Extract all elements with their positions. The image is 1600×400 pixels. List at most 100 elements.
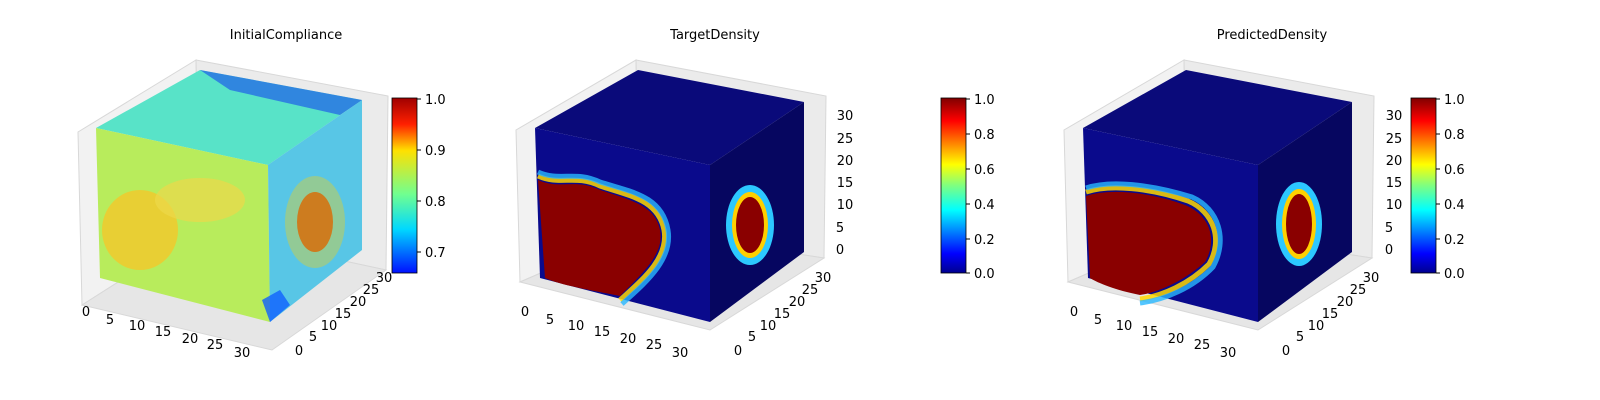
cool-edge	[200, 70, 362, 115]
x-tick-labels: 0 5 10 15 20 25 30	[82, 305, 250, 361]
density-blob-side	[736, 197, 764, 253]
x-tick-label: 15	[594, 325, 611, 340]
z-tick-label: 0	[836, 243, 844, 258]
cool-corner	[262, 290, 290, 322]
hotspot-side	[297, 192, 333, 252]
colorbar-ticks: 1.0 0.9 0.8 0.7	[417, 93, 446, 261]
chart-title: TargetDensity	[669, 28, 760, 43]
chart-title: InitialCompliance	[230, 28, 343, 43]
hotspot-front-2	[155, 178, 245, 222]
colorbar-tick-label: 0.7	[425, 246, 446, 261]
colorbar-tick-label: 1.0	[1444, 93, 1465, 108]
y-tick-labels: 0 5 10 15 20 25 30	[295, 271, 392, 359]
z-tick-label: 0	[1385, 243, 1393, 258]
x-tick-label: 30	[1220, 346, 1237, 361]
colorbar-ticks: 1.0 0.8 0.6 0.4 0.2 0.0	[966, 93, 995, 282]
z-tick-labels: 0 5 10 15 20 25 30	[1385, 109, 1402, 258]
y-tick-label: 30	[1363, 271, 1380, 286]
z-tick-label: 5	[1385, 221, 1393, 236]
y-tick-label: 25	[1350, 283, 1367, 298]
x-tick-label: 30	[234, 346, 251, 361]
x-tick-label: 20	[1168, 332, 1185, 347]
cube-front-face	[96, 128, 270, 322]
x-tick-label: 30	[672, 346, 689, 361]
z-tick-label: 5	[836, 221, 844, 236]
z-tick-label: 20	[837, 154, 854, 169]
cube-top-face	[535, 70, 804, 165]
y-tick-label: 10	[1308, 319, 1325, 334]
z-tick-label: 10	[1386, 198, 1403, 213]
x-tick-label: 25	[646, 338, 663, 353]
colorbar-tick-label: 0.2	[1444, 233, 1465, 248]
colorbar-tick-label: 1.0	[974, 93, 995, 108]
colorbar-tick-label: 0.8	[425, 195, 446, 210]
colorbar	[391, 97, 418, 274]
y-tick-label: 5	[309, 330, 317, 345]
density-blob-front-halo	[1085, 185, 1219, 302]
z-tick-label: 25	[1386, 132, 1403, 147]
colorbar	[1410, 97, 1437, 274]
panel-predicted-density: PredictedDensity 0 5 10 15 20 25 30 0 5 …	[1063, 28, 1465, 361]
x-tick-label: 20	[182, 332, 199, 347]
x-tick-label: 0	[521, 305, 529, 320]
density-blob-side	[1286, 194, 1312, 254]
x-tick-labels: 0 5 10 15 20 25 30	[1070, 305, 1236, 361]
x-tick-label: 15	[155, 325, 172, 340]
x-tick-label: 5	[546, 313, 554, 328]
y-tick-label: 20	[1337, 295, 1354, 310]
hotspot-side-halo	[285, 176, 345, 268]
y-tick-label: 25	[363, 283, 380, 298]
colorbar-tick-label: 0.8	[974, 128, 995, 143]
y-tick-label: 25	[802, 283, 819, 298]
y-tick-label: 0	[734, 344, 742, 359]
z-tick-label: 10	[837, 198, 854, 213]
y-tick-labels: 0 5 10 15 20 25 30	[734, 271, 831, 359]
colorbar-tick-label: 0.8	[1444, 128, 1465, 143]
colorbar-tick-label: 0.2	[974, 233, 995, 248]
y-tick-label: 15	[335, 307, 352, 322]
colorbar-tick-label: 1.0	[425, 93, 446, 108]
y-tick-label: 10	[321, 319, 338, 334]
y-tick-label: 0	[1282, 344, 1290, 359]
y-tick-label: 30	[815, 271, 832, 286]
colorbar-tick-label: 0.0	[974, 267, 995, 282]
hotspot-front	[102, 190, 178, 270]
colorbar-tick-label: 0.4	[1444, 198, 1465, 213]
x-tick-label: 5	[1094, 313, 1102, 328]
z-tick-label: 30	[837, 109, 854, 124]
y-tick-label: 5	[1296, 330, 1304, 345]
z-tick-label: 15	[1386, 176, 1403, 191]
colorbar-tick-label: 0.0	[1444, 267, 1465, 282]
colorbar	[940, 97, 967, 274]
x-tick-labels: 0 5 10 15 20 25 30	[521, 305, 688, 361]
y-tick-label: 15	[1322, 307, 1339, 322]
colorbar-tick-label: 0.6	[974, 163, 995, 178]
density-blob-front-halo2	[1085, 181, 1223, 306]
colorbar-tick-label: 0.6	[1444, 163, 1465, 178]
density-blob-front	[538, 180, 661, 296]
y-tick-label: 10	[760, 319, 777, 334]
chart-title: PredictedDensity	[1217, 28, 1328, 43]
x-tick-label: 10	[568, 319, 585, 334]
y-tick-label: 5	[748, 330, 756, 345]
z-tick-label: 15	[837, 176, 854, 191]
panel-target-density: TargetDensity 0 5 10 15 20 25 30 0 5 10 …	[515, 28, 995, 361]
x-tick-label: 0	[82, 305, 90, 320]
density-blob-front-halo	[536, 173, 668, 302]
y-tick-label: 20	[350, 295, 367, 310]
z-tick-label: 20	[1386, 154, 1403, 169]
x-tick-label: 25	[1194, 338, 1211, 353]
y-tick-label: 20	[789, 295, 806, 310]
cube-top-face	[1083, 70, 1352, 165]
y-tick-label: 0	[295, 344, 303, 359]
colorbar-tick-label: 0.9	[425, 144, 446, 159]
colorbar-ticks: 1.0 0.8 0.6 0.4 0.2 0.0	[1436, 93, 1465, 282]
z-tick-label: 30	[1386, 109, 1403, 124]
x-tick-label: 10	[1116, 319, 1133, 334]
z-tick-labels: 0 5 10 15 20 25 30	[836, 109, 853, 258]
y-tick-label: 15	[774, 307, 791, 322]
x-tick-label: 25	[207, 338, 224, 353]
x-tick-label: 10	[129, 319, 146, 334]
x-tick-label: 0	[1070, 305, 1078, 320]
